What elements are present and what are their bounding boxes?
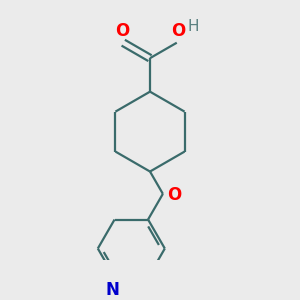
Text: O: O xyxy=(171,22,185,40)
Text: H: H xyxy=(187,19,199,34)
Text: O: O xyxy=(167,186,181,204)
Text: N: N xyxy=(105,281,119,299)
Text: O: O xyxy=(115,22,129,40)
